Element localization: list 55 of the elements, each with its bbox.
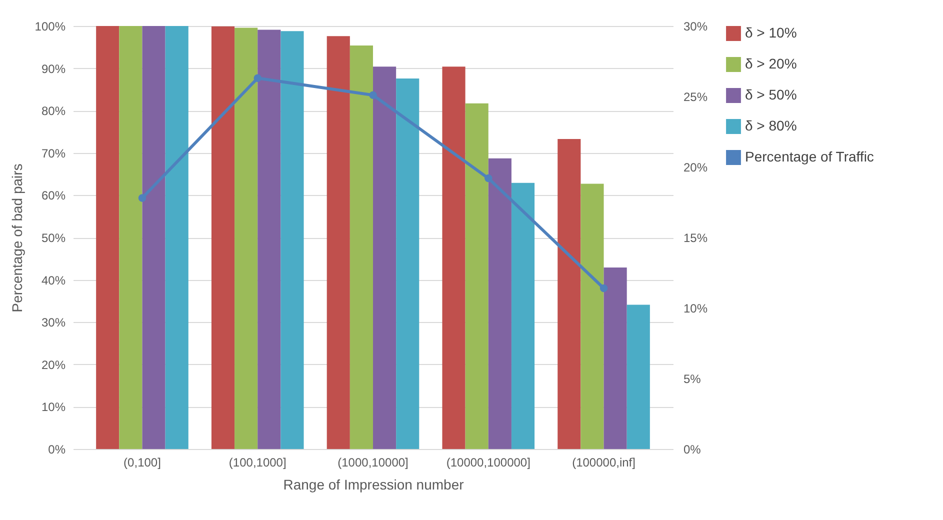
legend-label: δ > 20% — [745, 56, 797, 72]
point — [484, 174, 492, 182]
y-tick-label: 0% — [48, 442, 66, 456]
bar — [119, 26, 142, 449]
y2-tick-label: 20% — [684, 160, 708, 174]
bar — [604, 268, 627, 449]
legend-label: δ > 80% — [745, 118, 797, 134]
bar — [211, 26, 235, 449]
y2-tick-label: 25% — [684, 90, 708, 104]
bar — [396, 78, 420, 449]
point — [600, 284, 608, 292]
y2-tick-label: 30% — [684, 20, 708, 34]
y2-tick-label: 5% — [684, 372, 702, 386]
bar — [142, 26, 166, 449]
y-axis-title: Percentage of bad pairs — [8, 164, 25, 312]
bar — [442, 66, 466, 449]
point — [138, 194, 146, 202]
bar — [280, 31, 304, 449]
y-tick-label: 90% — [41, 62, 66, 76]
x-tick-label: (0,100] — [124, 456, 161, 470]
x-tick-label: (10000,100000] — [446, 456, 530, 470]
point — [254, 74, 262, 82]
y-tick-label: 10% — [41, 400, 66, 414]
x-tick-label: (1000,10000] — [338, 456, 408, 470]
x-tick-label: (100,1000] — [228, 456, 286, 470]
y2-tick-label: 10% — [684, 302, 708, 316]
y-tick-label: 60% — [41, 188, 66, 203]
bar — [234, 28, 258, 449]
bar — [580, 184, 604, 449]
y2-tick-label: 15% — [684, 231, 708, 245]
y-tick-label: 20% — [41, 358, 66, 372]
y-tick-label: 30% — [41, 316, 66, 330]
x-tick-label: (100000,inf] — [572, 456, 636, 470]
bar — [165, 26, 188, 449]
bar — [511, 182, 535, 449]
y-tick-label: 100% — [34, 20, 66, 34]
y-tick-label: 40% — [41, 273, 66, 288]
y-tick-label: 70% — [41, 146, 66, 160]
bar — [488, 158, 512, 449]
y-tick-label: 50% — [41, 231, 66, 245]
bar — [96, 26, 120, 449]
y-tick-label: 80% — [41, 104, 66, 118]
bar — [558, 138, 581, 449]
bar — [326, 36, 350, 449]
legend-label: Percentage of Traffic — [745, 148, 874, 164]
bar — [465, 103, 488, 449]
bar — [626, 304, 650, 449]
bar — [258, 30, 281, 449]
point — [369, 91, 377, 99]
y2-tick-label: 0% — [684, 442, 702, 456]
legend-label: δ > 10% — [745, 24, 797, 40]
legend-label: δ > 50% — [745, 86, 797, 102]
bar — [373, 66, 396, 449]
x-axis-title: Range of Impression number — [283, 476, 464, 492]
bar — [350, 45, 373, 449]
